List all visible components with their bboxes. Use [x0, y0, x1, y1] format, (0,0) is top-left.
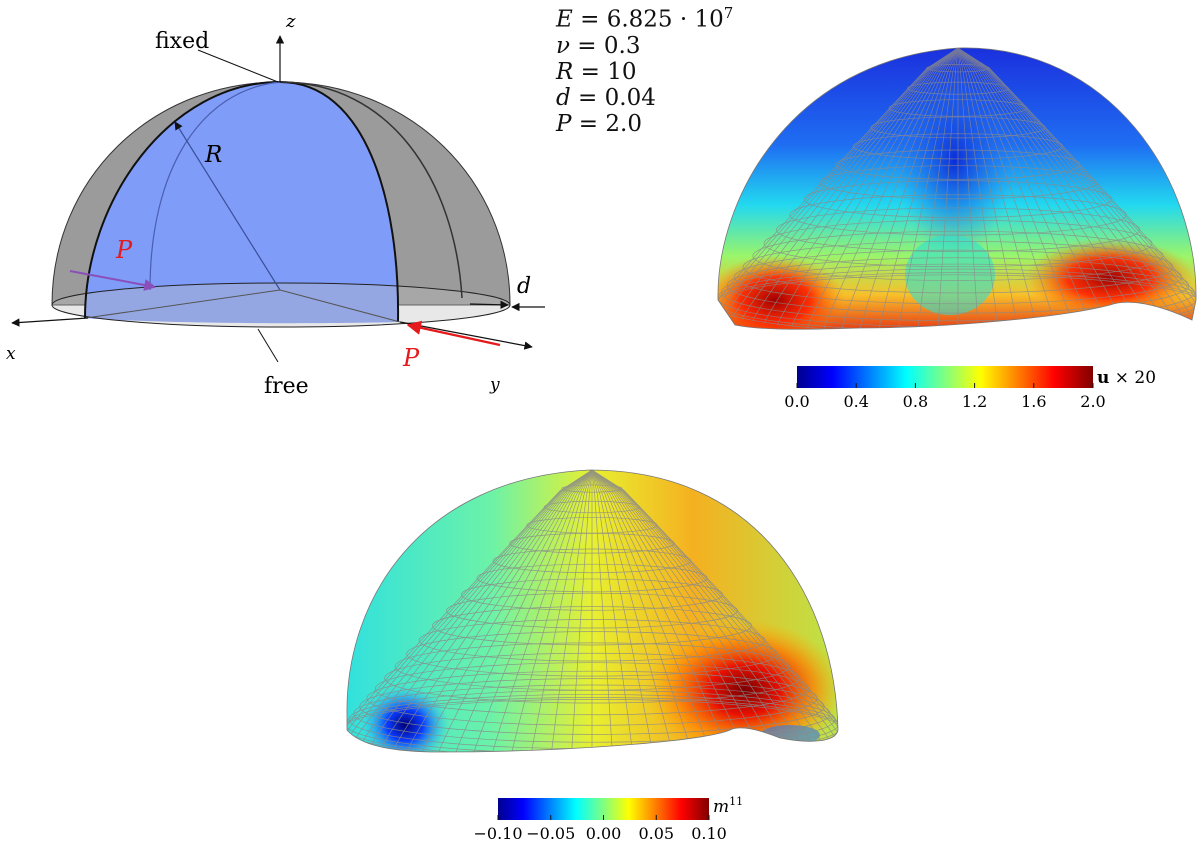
free-leader: [257, 328, 279, 363]
displacement-colorbar-label: u × 20: [1097, 368, 1156, 388]
displacement-colorbar-tick-label: 1.2: [962, 392, 987, 411]
moment-colorbar-tick-label: 0.10: [691, 824, 727, 843]
radius-arrow: [174, 121, 281, 291]
param-d: d = 0.04: [556, 84, 656, 111]
fixed-leader: [197, 49, 279, 83]
axis-label-x: x: [6, 344, 16, 364]
x-axis: [11, 317, 89, 327]
displacement-colorbar-tick-label: 1.6: [1021, 392, 1046, 411]
moment-colorbar-tick-label: −0.10: [473, 824, 522, 843]
hemisphere-schematic: z fixed R P P d x y free: [6, 11, 545, 399]
force-arrow-left: [69, 270, 157, 291]
moment-colorbar-label: m11: [713, 795, 743, 817]
base-ellipse: [51, 282, 511, 328]
moment-colorbar-ticks: −0.10 −0.05 0.00 0.05 0.10: [473, 815, 727, 843]
label-fixed: fixed: [155, 29, 209, 54]
moment-colorbar-tick-label: 0.00: [586, 824, 622, 843]
displacement-colorbar-tick-label: 2.0: [1080, 392, 1105, 411]
displacement-colorbar-tick-label: 0.0: [784, 392, 809, 411]
moment-plot: −0.10 −0.05 0.00 0.05 0.10 m11: [346, 469, 839, 843]
label-force-right: P: [402, 344, 420, 372]
param-R: R = 10: [556, 58, 637, 85]
label-radius: R: [204, 142, 222, 168]
moment-colorbar-tick-label: 0.05: [638, 824, 674, 843]
moment-colorbar: [498, 798, 709, 820]
param-P: P = 2.0: [556, 110, 642, 137]
y-axis: [399, 321, 533, 350]
label-free: free: [264, 374, 309, 399]
force-arrow-right: [406, 320, 501, 347]
parameter-list: E = 6.825 · 107 ν = 0.3 R = 10 d = 0.04 …: [556, 0, 733, 137]
shell-blue-region: [85, 82, 399, 324]
moment-colorbar-tick-label: −0.05: [526, 824, 575, 843]
axis-label-y: y: [489, 375, 500, 395]
label-thickness: d: [517, 274, 531, 299]
displacement-colorbar: [797, 366, 1093, 388]
axis-label-z: z: [285, 11, 296, 32]
param-nu: ν = 0.3: [556, 32, 641, 59]
label-force-left: P: [115, 236, 133, 264]
displacement-colorbar-tick-label: 0.8: [903, 392, 928, 411]
displacement-colorbar-ticks: 0.0 0.4 0.8 1.2 1.6 2.0: [784, 383, 1106, 411]
param-E: E = 6.825 · 107: [556, 4, 734, 33]
displacement-plot: 0.0 0.4 0.8 1.2 1.6 2.0 u × 20: [717, 47, 1197, 411]
displacement-colorbar-tick-label: 0.4: [843, 392, 868, 411]
